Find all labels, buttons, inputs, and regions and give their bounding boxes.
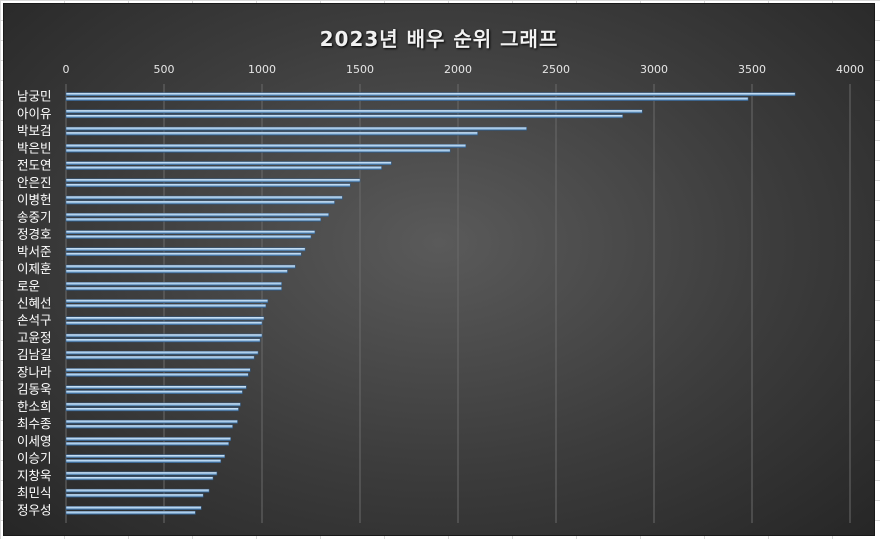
- bar: [65, 161, 392, 166]
- category-label: 신혜선: [17, 296, 52, 311]
- chart-area[interactable]: 2023년 배우 순위 그래프 0 500 1000 1500 2000 2500 3000…: [3, 3, 875, 536]
- category-label: 고윤정: [17, 330, 52, 345]
- bar: [65, 286, 282, 291]
- bar: [65, 183, 351, 188]
- bar: [65, 321, 263, 325]
- bar: [65, 97, 749, 101]
- category-label: 손석구: [17, 313, 52, 328]
- category-label: 이제훈: [17, 261, 52, 276]
- category-label: 박은빈: [17, 140, 52, 155]
- category-label: 지창욱: [17, 468, 52, 483]
- category-label: 이세영: [17, 433, 52, 448]
- chart-title: 2023년 배우 순위 그래프: [319, 27, 559, 51]
- bar: [65, 217, 322, 222]
- bar: [65, 247, 306, 252]
- bar: [65, 282, 282, 286]
- bar: [65, 304, 267, 308]
- bar: [65, 299, 269, 303]
- category-label: 송중기: [17, 209, 52, 224]
- x-tick-label: 500: [154, 63, 175, 76]
- category-label: 김동욱: [17, 382, 52, 397]
- x-tick-label: 3000: [640, 63, 668, 76]
- category-label: 장나라: [17, 364, 52, 379]
- category-label: 이병헌: [17, 192, 52, 207]
- bar: [65, 213, 329, 217]
- bar: [65, 126, 527, 131]
- bar: [65, 454, 226, 459]
- bar: [65, 459, 222, 463]
- bar: [65, 373, 249, 377]
- bar: [65, 230, 316, 234]
- category-label: 박보검: [17, 123, 52, 138]
- x-tick-label: 1000: [248, 63, 276, 76]
- bar: [65, 476, 214, 481]
- x-tick-label: 0: [63, 63, 70, 76]
- bar: [65, 424, 233, 429]
- x-tick-label: 2000: [444, 63, 472, 76]
- bar: [65, 148, 451, 153]
- bar: [65, 200, 335, 205]
- bar: [65, 350, 259, 355]
- bar: [65, 510, 196, 515]
- bar: [65, 114, 623, 119]
- bar: [65, 316, 265, 321]
- bar: [65, 441, 229, 446]
- category-label: 안은진: [17, 175, 52, 190]
- bar: [65, 355, 255, 360]
- category-label: 남궁민: [17, 89, 52, 104]
- x-tick-label: 4000: [836, 63, 864, 76]
- bar: [65, 131, 478, 136]
- bar: [65, 338, 261, 343]
- bar: [65, 195, 343, 200]
- category-label: 정우성: [17, 502, 52, 517]
- bar: [65, 109, 643, 114]
- bar: [65, 506, 202, 510]
- bar: [65, 333, 263, 338]
- bar: [65, 235, 312, 239]
- bar: [65, 488, 210, 493]
- x-tick-label: 3500: [738, 63, 766, 76]
- category-label: 이승기: [17, 451, 52, 466]
- bar: [65, 144, 467, 148]
- bar: [65, 368, 251, 372]
- bar: [65, 471, 218, 476]
- category-label: 전도연: [17, 158, 52, 173]
- bar: [65, 166, 382, 170]
- category-label: 정경호: [17, 227, 52, 242]
- bar: [65, 385, 247, 390]
- bar-chart-plot: 0 500 1000 1500 2000 2500 3000 3500 4000 남궁민아이유박보…: [17, 63, 864, 523]
- category-label: 로운: [17, 278, 40, 293]
- x-tick-label: 1500: [346, 63, 374, 76]
- bar: [65, 390, 243, 394]
- bar: [65, 264, 296, 269]
- category-label: 박서준: [17, 244, 52, 259]
- category-label: 김남길: [17, 347, 52, 362]
- bar: [65, 92, 796, 97]
- category-label: 최민식: [17, 485, 52, 500]
- bar: [65, 493, 204, 498]
- bar: [65, 419, 238, 424]
- category-label: 한소희: [17, 399, 52, 414]
- bar: [65, 402, 241, 407]
- bar: [65, 252, 302, 257]
- category-label: 최수종: [17, 416, 52, 431]
- bar: [65, 437, 231, 441]
- bar: [65, 269, 288, 274]
- x-tick-label: 2500: [542, 63, 570, 76]
- category-label: 아이유: [17, 106, 52, 121]
- bar: [65, 407, 239, 412]
- bar: [65, 178, 361, 183]
